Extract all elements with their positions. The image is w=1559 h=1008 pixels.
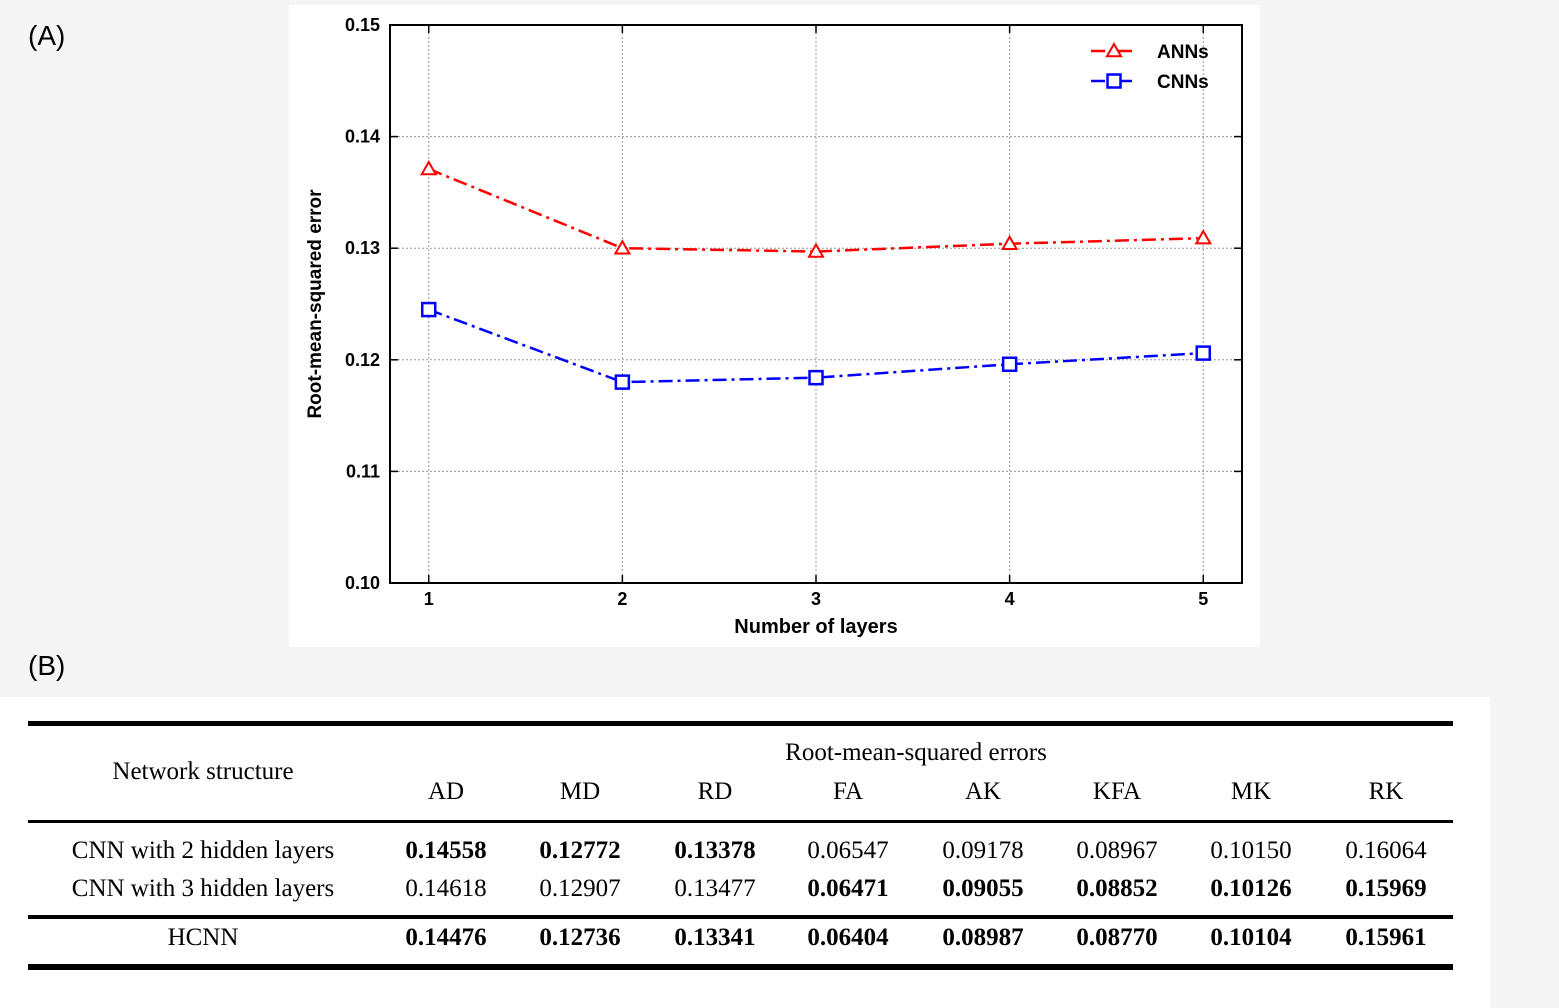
table-cell: 0.08987	[942, 924, 1024, 951]
y-tick-label: 0.14	[345, 127, 380, 147]
panel-label-b: (B)	[28, 650, 66, 681]
table-cell: 0.14476	[405, 924, 487, 951]
x-tick-label: 3	[811, 589, 821, 609]
x-tick-label: 4	[1005, 589, 1015, 609]
table-cell: 0.13477	[674, 875, 756, 902]
table-cell: 0.06471	[807, 875, 889, 902]
data-point-anns	[807, 242, 825, 258]
plot-frame	[389, 24, 1243, 584]
data-point-anns	[1000, 234, 1019, 250]
table-bottom-rule	[28, 964, 1453, 970]
table-cell: 0.09055	[942, 875, 1024, 902]
data-point-cnns	[614, 374, 631, 390]
row-label: HCNN	[167, 924, 239, 951]
data-point-cnns	[808, 369, 824, 386]
data-point-cnns	[1195, 345, 1212, 361]
legend-marker-cnns	[1106, 73, 1122, 89]
table-header-rule	[28, 820, 1453, 823]
table-cell: 0.08967	[1076, 837, 1158, 864]
table-cell: 0.06547	[807, 837, 889, 864]
table-cell: 0.08770	[1076, 924, 1158, 951]
row-label: CNN with 3 hidden layers	[71, 875, 335, 902]
table-cell: 0.14618	[405, 875, 487, 902]
header-col-ak: AK	[964, 778, 1002, 805]
y-tick-label: 0.13	[345, 238, 380, 258]
series-line-anns	[428, 167, 1204, 253]
data-point-cnns	[420, 301, 437, 318]
legend-label-anns: ANNs	[1157, 42, 1209, 63]
x-tick-label: 2	[617, 589, 627, 609]
legend-label-cnns: CNNs	[1157, 72, 1209, 93]
header-col-md: MD	[559, 778, 601, 805]
y-axis-label: Root-mean-squared error	[305, 189, 326, 419]
results-table: Network structure Root-mean-squared erro…	[0, 697, 1490, 1008]
table-cell: 0.12736	[539, 924, 621, 951]
x-tick-label: 5	[1198, 589, 1208, 609]
header-col-ad: AD	[427, 778, 465, 805]
y-tick-label: 0.11	[346, 461, 380, 481]
table-cell: 0.13378	[674, 837, 756, 864]
table-cell: 0.10126	[1210, 875, 1292, 902]
table-cell: 0.12772	[539, 837, 621, 864]
header-col-rk: RK	[1368, 778, 1404, 805]
x-axis-label: Number of layers	[734, 616, 897, 638]
header-col-fa: FA	[832, 778, 864, 805]
table-separator-rule	[28, 915, 1453, 919]
table-cell: 0.09178	[942, 837, 1024, 864]
data-point-anns	[420, 159, 438, 176]
y-tick-label: 0.12	[345, 350, 380, 370]
line-chart: 1 2 3 4 5 0.10 0.11 0.12 0.13 0.14 0.15 Number of l…	[305, 15, 1243, 638]
table-cell: 0.15969	[1345, 875, 1427, 902]
y-tick-label: 0.10	[345, 573, 380, 593]
table-cell: 0.15961	[1345, 924, 1427, 951]
line-chart-panel: 1 2 3 4 5 0.10 0.11 0.12 0.13 0.14 0.15 Number of l…	[289, 5, 1260, 647]
table-cell: 0.12907	[539, 875, 621, 902]
x-tick-label: 1	[424, 589, 434, 609]
row-label: CNN with 2 hidden layers	[71, 837, 335, 864]
panel-label-a: (A)	[28, 20, 66, 51]
table-cell: 0.13341	[674, 924, 756, 951]
series-line-cnns	[428, 308, 1204, 384]
header-rmse-group: Root-mean-squared errors	[785, 739, 1047, 766]
table-top-rule	[28, 721, 1453, 726]
data-point-anns	[613, 239, 632, 255]
table-cell: 0.06404	[807, 924, 889, 951]
data-point-cnns	[1001, 356, 1018, 373]
header-network-structure: Network structure	[112, 758, 294, 785]
table-cell: 0.14558	[405, 837, 487, 864]
table-cell: 0.08852	[1076, 875, 1158, 902]
header-col-mk: MK	[1230, 778, 1272, 805]
table-cell: 0.10150	[1210, 837, 1292, 864]
header-col-rd: RD	[697, 778, 733, 805]
table-cell: 0.16064	[1345, 837, 1427, 864]
header-col-kfa: KFA	[1092, 778, 1142, 805]
y-tick-label: 0.15	[345, 15, 380, 35]
table-cell: 0.10104	[1210, 924, 1292, 951]
legend-marker-anns	[1105, 41, 1123, 58]
data-point-anns	[1194, 229, 1212, 245]
